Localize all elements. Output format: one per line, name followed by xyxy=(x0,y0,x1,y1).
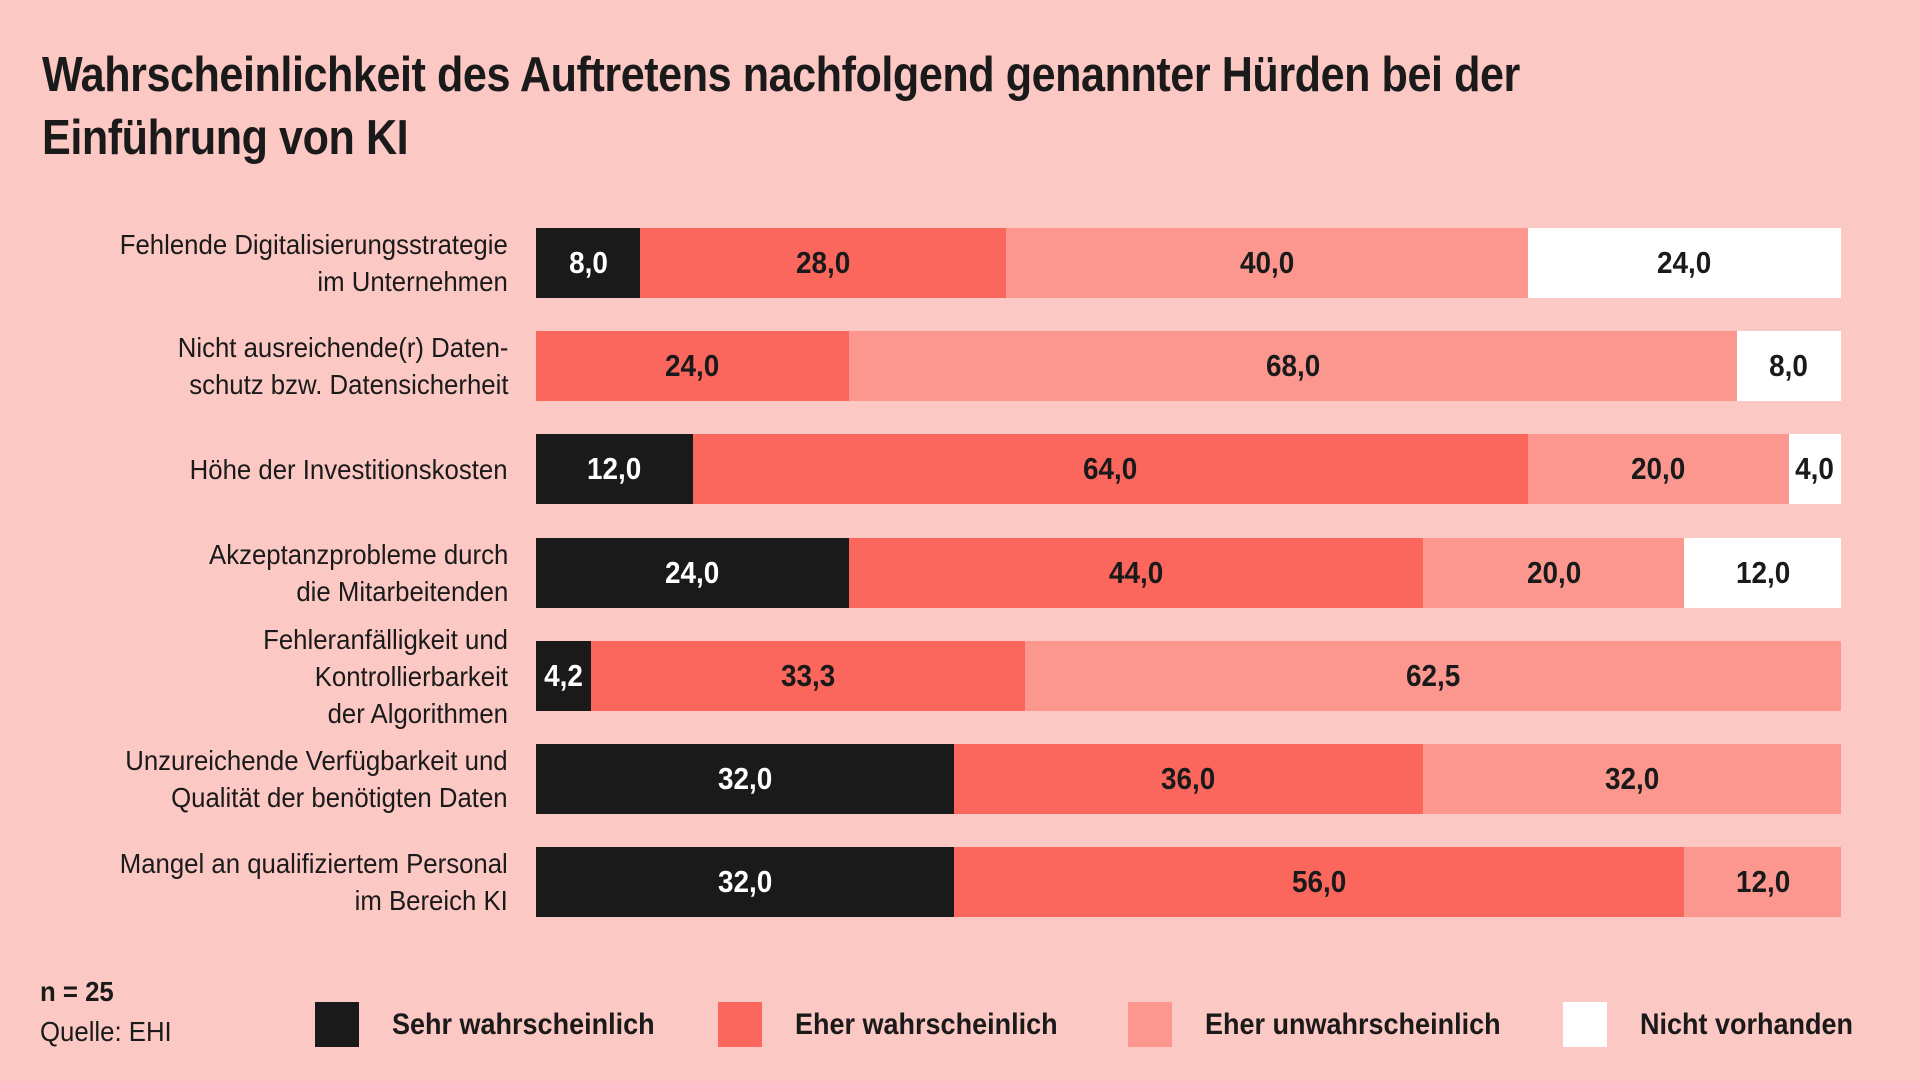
category-label-text: Fehleranfälligkeit und Kontrollierbarkei… xyxy=(263,623,508,729)
bar-segment-nicht-vorhanden: 8,0 xyxy=(1736,331,1841,401)
legend-item-eher-wahrscheinlich: Eher wahrscheinlich xyxy=(718,1002,1087,1047)
bar-segment-sehr-wahrscheinlich: 8,0 xyxy=(536,228,641,298)
bar-segment-eher-wahrscheinlich: 36,0 xyxy=(953,744,1424,814)
segment-value: 32,0 xyxy=(717,864,772,899)
segment-value: 8,0 xyxy=(568,245,608,280)
page-title-line1: Wahrscheinlichkeit des Auftretens nachfo… xyxy=(42,48,1520,102)
segment-value: 62,5 xyxy=(1406,658,1461,693)
bar-row: 32,0 36,0 32,0 xyxy=(536,744,1841,814)
segment-value: 24,0 xyxy=(1657,245,1712,280)
bar-segment-sehr-wahrscheinlich: 32,0 xyxy=(536,744,954,814)
bar-segment-eher-unwahrscheinlich: 68,0 xyxy=(849,331,1737,401)
segment-value: 36,0 xyxy=(1161,761,1216,796)
legend-swatch-sehr-wahrscheinlich xyxy=(315,1002,359,1047)
bar-segment-eher-wahrscheinlich: 24,0 xyxy=(536,331,850,401)
category-label-text: Nicht ausreichende(r) Daten- schutz bzw.… xyxy=(177,332,508,400)
bar-segment-nicht-vorhanden: 4,0 xyxy=(1788,434,1841,504)
bar-segment-sehr-wahrscheinlich: 32,0 xyxy=(536,847,954,917)
segment-value: 20,0 xyxy=(1631,451,1686,486)
category-label: Fehleranfälligkeit und Kontrollierbarkei… xyxy=(40,624,508,729)
bar-segment-eher-unwahrscheinlich: 20,0 xyxy=(1423,538,1685,608)
page-title: Wahrscheinlichkeit des Auftretens nachfo… xyxy=(42,44,1520,170)
legend-label: Sehr wahrscheinlich xyxy=(392,1007,655,1041)
bar-segment-eher-wahrscheinlich: 44,0 xyxy=(849,538,1424,608)
segment-value: 33,3 xyxy=(780,658,836,693)
category-label-text: Höhe der Investitionskosten xyxy=(190,453,508,485)
bar-row: 12,0 64,0 20,0 4,0 xyxy=(536,434,1841,504)
legend-label: Eher unwahrscheinlich xyxy=(1205,1007,1501,1041)
legend-label: Nicht vorhanden xyxy=(1640,1007,1854,1041)
category-label-text: Unzureichende Verfügbarkeit und Qualität… xyxy=(125,745,508,813)
bar-segment-eher-wahrscheinlich: 64,0 xyxy=(692,434,1528,504)
legend-label: Eher wahrscheinlich xyxy=(795,1007,1058,1041)
category-label-text: Akzeptanzprobleme durch die Mitarbeitend… xyxy=(208,539,508,607)
source-label: Quelle: EHI xyxy=(40,1016,172,1047)
segment-value: 24,0 xyxy=(665,348,720,383)
segment-value: 64,0 xyxy=(1083,451,1138,486)
category-label: Akzeptanzprobleme durch die Mitarbeitend… xyxy=(40,538,508,608)
bar-segment-eher-wahrscheinlich: 56,0 xyxy=(953,847,1685,917)
sample-size-label: n = 25 xyxy=(40,976,114,1007)
segment-value: 12,0 xyxy=(587,451,642,486)
footnote: n = 25 Quelle: EHI xyxy=(40,972,183,1052)
bar-row: 8,0 28,0 40,0 24,0 xyxy=(536,228,1841,298)
segment-value: 56,0 xyxy=(1291,864,1347,899)
bar-segment-nicht-vorhanden: 12,0 xyxy=(1684,538,1841,608)
segment-value: 12,0 xyxy=(1735,555,1790,590)
legend-swatch-eher-unwahrscheinlich xyxy=(1128,1002,1172,1047)
segment-value: 24,0 xyxy=(665,555,720,590)
legend-item-sehr-wahrscheinlich: Sehr wahrscheinlich xyxy=(315,1002,684,1047)
category-label: Fehlende Digitalisierungsstrategie im Un… xyxy=(40,228,508,298)
category-label: Nicht ausreichende(r) Daten- schutz bzw.… xyxy=(40,331,508,401)
bar-segment-eher-unwahrscheinlich: 20,0 xyxy=(1527,434,1789,504)
bar-segment-eher-unwahrscheinlich: 12,0 xyxy=(1684,847,1841,917)
category-label-text: Fehlende Digitalisierungsstrategie im Un… xyxy=(119,229,508,297)
segment-value: 28,0 xyxy=(795,245,851,280)
bar-segment-eher-unwahrscheinlich: 62,5 xyxy=(1025,641,1841,711)
segment-value: 4,0 xyxy=(1795,451,1835,486)
bar-row: 24,0 68,0 8,0 xyxy=(536,331,1841,401)
segment-value: 4,2 xyxy=(543,658,583,693)
page-title-line2: Einführung von KI xyxy=(42,111,409,165)
bar-segment-eher-wahrscheinlich: 28,0 xyxy=(640,228,1006,298)
category-label: Höhe der Investitionskosten xyxy=(40,434,508,504)
category-label: Unzureichende Verfügbarkeit und Qualität… xyxy=(40,744,508,814)
segment-value: 8,0 xyxy=(1769,348,1809,383)
segment-value: 12,0 xyxy=(1735,864,1790,899)
bar-segment-eher-unwahrscheinlich: 40,0 xyxy=(1005,228,1528,298)
bar-row: 24,0 44,0 20,0 12,0 xyxy=(536,538,1841,608)
segment-value: 40,0 xyxy=(1239,245,1294,280)
segment-value: 68,0 xyxy=(1265,348,1321,383)
segment-value: 32,0 xyxy=(1605,761,1660,796)
bar-segment-eher-wahrscheinlich: 33,3 xyxy=(590,641,1026,711)
bar-row: 4,2 33,3 62,5 xyxy=(536,641,1841,711)
legend-swatch-nicht-vorhanden xyxy=(1563,1002,1607,1047)
segment-value: 20,0 xyxy=(1526,555,1582,590)
legend-item-eher-unwahrscheinlich: Eher unwahrscheinlich xyxy=(1128,1002,1533,1047)
bar-segment-nicht-vorhanden: 24,0 xyxy=(1527,228,1841,298)
bar-segment-eher-unwahrscheinlich: 32,0 xyxy=(1423,744,1841,814)
bar-row: 32,0 56,0 12,0 xyxy=(536,847,1841,917)
category-label: Mangel an qualifiziertem Personal im Ber… xyxy=(40,847,508,917)
legend-swatch-eher-wahrscheinlich xyxy=(718,1002,762,1047)
segment-value: 32,0 xyxy=(717,761,772,796)
legend-item-nicht-vorhanden: Nicht vorhanden xyxy=(1563,1002,1877,1047)
bar-segment-sehr-wahrscheinlich: 4,2 xyxy=(536,641,591,711)
bar-segment-sehr-wahrscheinlich: 12,0 xyxy=(536,434,693,504)
segment-value: 44,0 xyxy=(1109,555,1164,590)
bar-segment-sehr-wahrscheinlich: 24,0 xyxy=(536,538,850,608)
category-label-text: Mangel an qualifiziertem Personal im Ber… xyxy=(119,848,508,916)
